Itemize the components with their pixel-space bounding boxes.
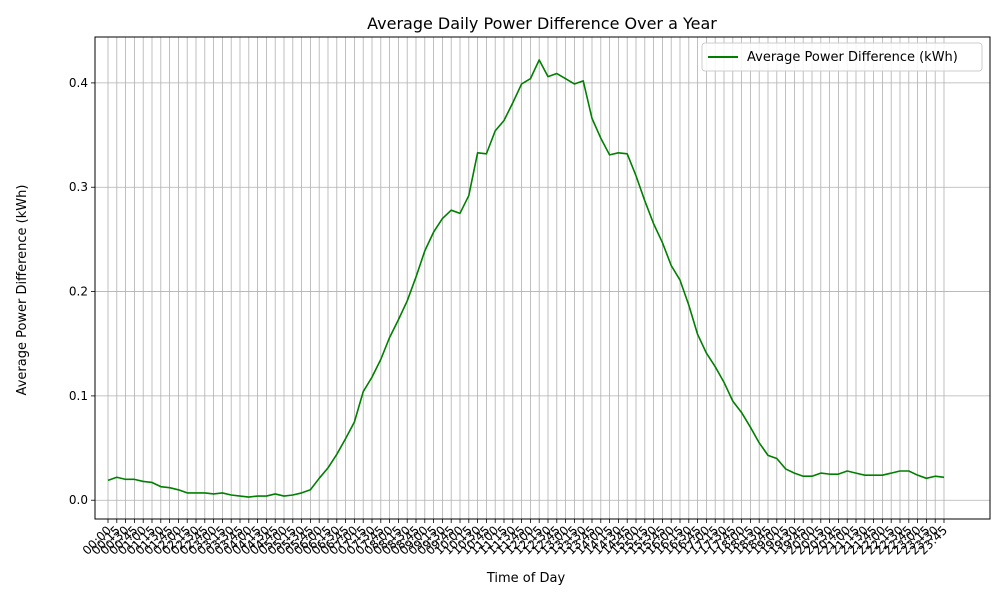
y-tick-label: 0.4 [69,76,88,90]
y-axis-ticks: 0.0 0.1 0.2 0.3 0.4 [69,76,95,507]
legend-label: Average Power Difference (kWh) [747,50,958,65]
series-layer [107,59,945,498]
y-tick-label: 0.1 [69,389,88,403]
chart-title: Average Daily Power Difference Over a Ye… [367,14,717,33]
y-tick-label: 0.3 [69,180,88,194]
plot-frame [94,36,991,520]
series-line [107,59,945,498]
legend-box [701,42,983,72]
x-axis-ticks: 00:0000:1500:3000:4501:0001:1501:3001:45… [80,519,950,558]
y-tick-label: 0.0 [69,493,88,507]
grid [95,37,990,519]
y-tick-label: 0.2 [69,285,88,299]
x-axis-label: Time of Day [486,571,566,586]
y-axis-label: Average Power Difference (kWh) [15,185,30,396]
legend: Average Power Difference (kWh) [701,42,983,72]
